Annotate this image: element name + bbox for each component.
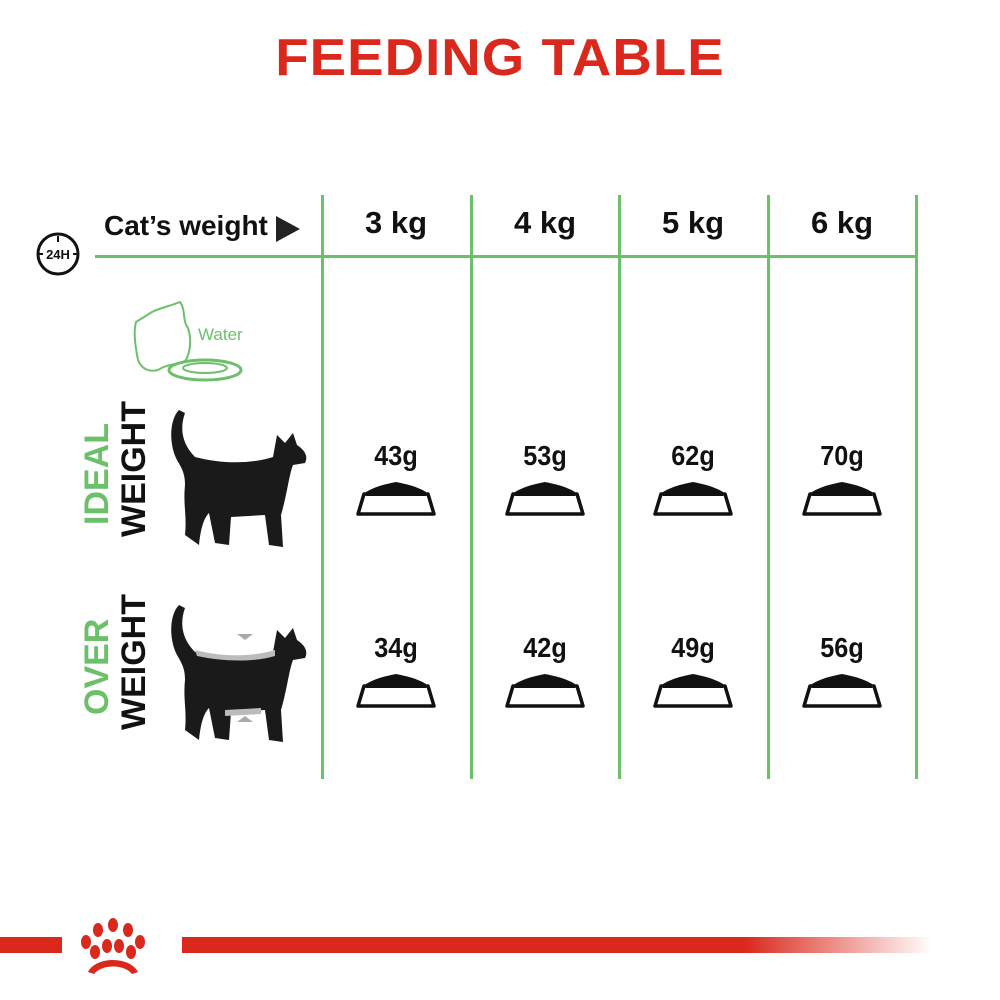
column-header-3kg: 3 kg bbox=[364, 205, 428, 240]
column-header-5kg: 5 kg bbox=[661, 205, 725, 240]
feeding-amount: 62g bbox=[671, 440, 715, 471]
row-label-over: OVER bbox=[78, 618, 116, 715]
clock-label: 24H bbox=[46, 247, 70, 262]
column-divider bbox=[767, 195, 770, 779]
footer-bar-left bbox=[0, 937, 62, 953]
food-bowl-icon bbox=[653, 674, 733, 708]
food-bowl-icon bbox=[505, 482, 585, 516]
footer-bar bbox=[182, 937, 932, 953]
feeding-amount: 49g bbox=[671, 632, 715, 663]
feeding-amount: 42g bbox=[523, 632, 567, 663]
header-divider bbox=[95, 255, 918, 258]
feeding-amount: 43g bbox=[374, 440, 418, 471]
ideal-weight-cat-icon bbox=[171, 410, 307, 547]
cats-weight-label: Cat’s weight bbox=[104, 210, 268, 241]
food-bowl-icon bbox=[356, 674, 436, 708]
food-bowl-icon bbox=[653, 482, 733, 516]
page-title: FEEDING TABLE bbox=[275, 29, 725, 87]
row-label-weight: WEIGHT bbox=[115, 401, 153, 537]
column-header-6kg: 6 kg bbox=[810, 205, 874, 240]
feeding-amount: 34g bbox=[374, 632, 418, 663]
water-label: Water bbox=[198, 325, 243, 344]
column-divider bbox=[470, 195, 473, 779]
feeding-amount: 53g bbox=[523, 440, 567, 471]
clock-24h-icon: 24H bbox=[36, 232, 80, 276]
royal-canin-crown-logo bbox=[81, 918, 145, 974]
column-divider bbox=[915, 195, 918, 779]
food-bowl-icon bbox=[505, 674, 585, 708]
arrow-right-icon bbox=[276, 216, 300, 242]
feeding-amount: 70g bbox=[820, 440, 864, 471]
food-bowl-icon bbox=[802, 482, 882, 516]
feeding-amount: 56g bbox=[820, 632, 864, 663]
row-label-weight: WEIGHT bbox=[115, 594, 153, 730]
food-bowl-icon bbox=[356, 482, 436, 516]
column-header-4kg: 4 kg bbox=[513, 205, 577, 240]
cat-drinking-water-icon: Water bbox=[133, 300, 243, 382]
column-divider bbox=[321, 195, 324, 779]
column-divider bbox=[618, 195, 621, 779]
overweight-cat-icon bbox=[171, 605, 307, 742]
row-label-ideal: IDEAL bbox=[78, 423, 116, 525]
food-bowl-icon bbox=[802, 674, 882, 708]
